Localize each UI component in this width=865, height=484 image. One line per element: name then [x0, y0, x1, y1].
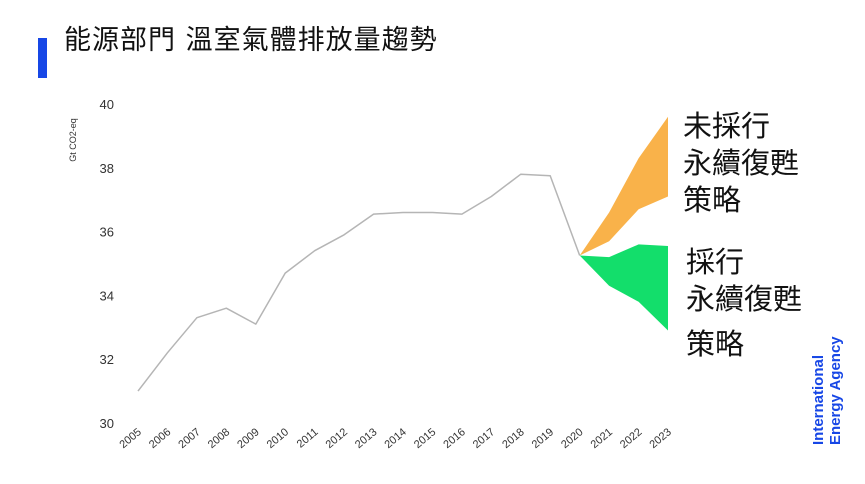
- policy-annotation: 採行 永續復甦 策略: [686, 244, 802, 363]
- y-tick-label: 36: [100, 225, 114, 240]
- iea-logo: International Energy Agency: [810, 336, 844, 445]
- emissions-series-line: [137, 173, 581, 392]
- x-tick-label: 2012: [324, 426, 350, 451]
- policy-line-2: 永續復甦: [686, 282, 803, 316]
- axis-layer: 30 32 34 36 38 40 Gt CO2-eq 2005 2006 2007 2008 200…: [68, 97, 674, 451]
- x-tick-label: 2007: [176, 426, 202, 451]
- x-tick-label: 2019: [530, 426, 556, 451]
- x-tick-label: 2021: [589, 426, 615, 451]
- x-tick-label: 2023: [647, 426, 673, 451]
- y-tick-label: 40: [100, 97, 114, 112]
- y-axis-label: Gt CO2-eq: [68, 118, 78, 162]
- x-tick-label: 2014: [382, 426, 408, 451]
- x-tick-label: 2011: [295, 426, 321, 450]
- logo-line-2: Energy Agency: [827, 336, 844, 445]
- policy-line-1: 採行: [686, 245, 745, 279]
- series-layer: [137, 173, 581, 392]
- no-policy-annotation: 未採行 永續復甦 策略: [683, 108, 799, 219]
- no-policy-line-1: 未採行: [683, 109, 771, 143]
- x-tick-label: 2022: [618, 426, 644, 451]
- policy-line-3: 策略: [686, 327, 745, 361]
- logo-line-1: International: [810, 354, 827, 445]
- no-policy-band: [579, 116, 668, 256]
- band-layer: [579, 116, 668, 331]
- no-policy-line-2: 永續復甦: [683, 146, 800, 180]
- x-tick-label: 2015: [412, 426, 438, 451]
- y-tick-label: 32: [100, 352, 114, 367]
- x-tick-label: 2006: [147, 426, 173, 451]
- y-tick-label: 34: [100, 288, 114, 303]
- policy-band: [579, 244, 668, 331]
- no-policy-line-3: 策略: [683, 183, 742, 217]
- y-tick-label: 38: [100, 161, 114, 176]
- x-tick-label: 2013: [353, 426, 379, 451]
- x-tick-label: 2008: [206, 426, 232, 451]
- x-tick-label: 2020: [559, 426, 585, 451]
- x-tick-label: 2016: [441, 426, 467, 451]
- x-tick-label: 2005: [117, 426, 143, 451]
- x-tick-label: 2009: [235, 426, 261, 451]
- y-tick-label: 30: [100, 416, 114, 431]
- accent-bar: [38, 38, 47, 78]
- x-tick-label: 2010: [265, 426, 291, 451]
- page-title: 能源部門 溫室氣體排放量趨勢: [64, 25, 438, 56]
- x-tick-label: 2018: [500, 426, 526, 451]
- x-tick-label: 2017: [471, 426, 497, 451]
